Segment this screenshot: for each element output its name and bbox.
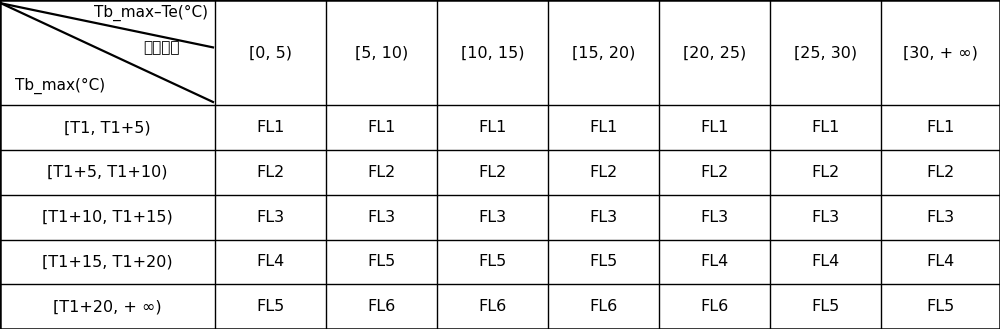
- Text: FL2: FL2: [700, 165, 729, 180]
- Text: FL1: FL1: [926, 120, 955, 135]
- Text: 风扇档位: 风扇档位: [143, 40, 180, 55]
- Text: Tb_max–Te(°C): Tb_max–Te(°C): [94, 5, 208, 21]
- Text: FL1: FL1: [367, 120, 396, 135]
- Text: [5, 10): [5, 10): [355, 45, 408, 60]
- Text: [30, + ∞): [30, + ∞): [903, 45, 978, 60]
- Text: FL5: FL5: [811, 299, 840, 314]
- Text: FL5: FL5: [256, 299, 285, 314]
- Text: FL1: FL1: [589, 120, 618, 135]
- Text: [25, 30): [25, 30): [794, 45, 857, 60]
- Text: FL2: FL2: [478, 165, 507, 180]
- Text: FL1: FL1: [256, 120, 285, 135]
- Text: FL2: FL2: [256, 165, 285, 180]
- Text: [15, 20): [15, 20): [572, 45, 635, 60]
- Text: FL5: FL5: [478, 254, 507, 269]
- Text: Tb_max(°C): Tb_max(°C): [15, 78, 105, 94]
- Text: FL3: FL3: [700, 210, 729, 225]
- Text: FL5: FL5: [926, 299, 955, 314]
- Text: FL1: FL1: [478, 120, 507, 135]
- Text: [20, 25): [20, 25): [683, 45, 746, 60]
- Text: FL6: FL6: [700, 299, 729, 314]
- Text: FL4: FL4: [700, 254, 729, 269]
- Text: [T1+10, T1+15): [T1+10, T1+15): [42, 210, 173, 225]
- Text: FL3: FL3: [256, 210, 285, 225]
- Text: FL3: FL3: [926, 210, 955, 225]
- Text: FL5: FL5: [367, 254, 396, 269]
- Text: FL6: FL6: [589, 299, 618, 314]
- Text: FL1: FL1: [811, 120, 840, 135]
- Text: FL6: FL6: [367, 299, 396, 314]
- Text: FL4: FL4: [256, 254, 285, 269]
- Text: [T1+15, T1+20): [T1+15, T1+20): [42, 254, 173, 269]
- Text: [10, 15): [10, 15): [461, 45, 524, 60]
- Text: FL3: FL3: [367, 210, 396, 225]
- Text: FL3: FL3: [589, 210, 618, 225]
- Text: FL3: FL3: [811, 210, 840, 225]
- Text: FL5: FL5: [589, 254, 618, 269]
- Text: [T1+20, + ∞): [T1+20, + ∞): [53, 299, 162, 314]
- Text: FL2: FL2: [926, 165, 955, 180]
- Text: FL6: FL6: [478, 299, 507, 314]
- Text: FL1: FL1: [700, 120, 729, 135]
- Text: FL4: FL4: [926, 254, 955, 269]
- Text: [T1, T1+5): [T1, T1+5): [64, 120, 151, 135]
- Text: FL2: FL2: [589, 165, 618, 180]
- Text: FL2: FL2: [367, 165, 396, 180]
- Text: [0, 5): [0, 5): [249, 45, 292, 60]
- Text: FL4: FL4: [811, 254, 840, 269]
- Text: FL2: FL2: [811, 165, 840, 180]
- Text: FL3: FL3: [478, 210, 507, 225]
- Text: [T1+5, T1+10): [T1+5, T1+10): [47, 165, 168, 180]
